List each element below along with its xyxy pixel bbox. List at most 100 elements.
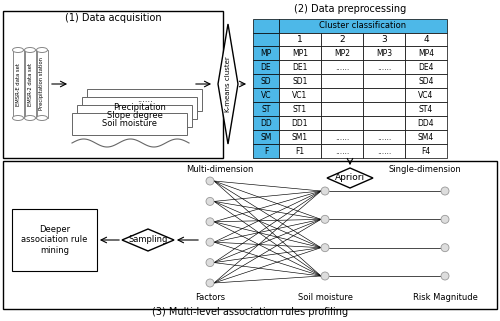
FancyBboxPatch shape — [253, 130, 279, 144]
Polygon shape — [327, 168, 373, 188]
Ellipse shape — [24, 48, 36, 53]
Text: MP3: MP3 — [376, 48, 392, 57]
Circle shape — [321, 272, 329, 280]
FancyBboxPatch shape — [405, 60, 447, 74]
FancyBboxPatch shape — [363, 116, 405, 130]
Ellipse shape — [24, 116, 36, 120]
Text: SD: SD — [260, 76, 272, 85]
Text: 3: 3 — [381, 35, 387, 44]
Text: ......: ...... — [377, 63, 391, 72]
Text: F4: F4 — [422, 146, 430, 155]
Text: ......: ...... — [377, 146, 391, 155]
FancyBboxPatch shape — [253, 46, 279, 60]
FancyBboxPatch shape — [405, 74, 447, 88]
FancyBboxPatch shape — [405, 88, 447, 102]
Text: DD4: DD4 — [418, 118, 434, 127]
Text: ST4: ST4 — [419, 105, 433, 114]
Text: F1: F1 — [296, 146, 304, 155]
FancyBboxPatch shape — [321, 74, 363, 88]
Circle shape — [206, 197, 214, 205]
Text: ST1: ST1 — [293, 105, 307, 114]
Circle shape — [206, 238, 214, 246]
Ellipse shape — [12, 48, 24, 53]
Text: EMSR-2 data set: EMSR-2 data set — [28, 63, 32, 106]
Circle shape — [441, 187, 449, 195]
FancyBboxPatch shape — [279, 116, 321, 130]
Circle shape — [441, 215, 449, 223]
FancyBboxPatch shape — [405, 102, 447, 116]
FancyBboxPatch shape — [405, 144, 447, 158]
Text: SM4: SM4 — [418, 133, 434, 142]
FancyBboxPatch shape — [405, 116, 447, 130]
FancyBboxPatch shape — [87, 89, 202, 111]
Ellipse shape — [12, 116, 24, 120]
Circle shape — [441, 244, 449, 252]
Text: Soil moisture: Soil moisture — [102, 119, 157, 128]
Text: SM: SM — [260, 133, 272, 142]
Text: EMSR-E data set: EMSR-E data set — [16, 63, 20, 106]
Text: VC1: VC1 — [292, 91, 308, 100]
FancyBboxPatch shape — [279, 19, 447, 33]
Text: (3) Multi-level association rules profiling: (3) Multi-level association rules profil… — [152, 307, 348, 317]
FancyBboxPatch shape — [363, 33, 405, 46]
Ellipse shape — [36, 116, 48, 120]
FancyBboxPatch shape — [36, 50, 48, 118]
Circle shape — [321, 244, 329, 252]
Ellipse shape — [36, 48, 48, 53]
Text: F: F — [264, 146, 268, 155]
Text: MP: MP — [260, 48, 272, 57]
FancyBboxPatch shape — [321, 102, 363, 116]
FancyBboxPatch shape — [279, 46, 321, 60]
Circle shape — [206, 177, 214, 185]
Text: 2: 2 — [339, 35, 345, 44]
FancyBboxPatch shape — [24, 50, 36, 118]
FancyBboxPatch shape — [253, 116, 279, 130]
FancyBboxPatch shape — [321, 88, 363, 102]
Text: 1: 1 — [297, 35, 303, 44]
Text: DE1: DE1 — [292, 63, 308, 72]
FancyBboxPatch shape — [253, 144, 279, 158]
FancyBboxPatch shape — [321, 144, 363, 158]
Circle shape — [206, 259, 214, 267]
Text: Deeper
association rule
mining: Deeper association rule mining — [22, 225, 88, 255]
FancyBboxPatch shape — [363, 60, 405, 74]
FancyBboxPatch shape — [253, 88, 279, 102]
Circle shape — [321, 215, 329, 223]
Text: Multi-dimension: Multi-dimension — [186, 165, 254, 174]
Polygon shape — [122, 229, 174, 251]
Text: VC: VC — [261, 91, 271, 100]
FancyBboxPatch shape — [3, 161, 497, 309]
FancyBboxPatch shape — [321, 46, 363, 60]
Text: MP2: MP2 — [334, 48, 350, 57]
FancyBboxPatch shape — [405, 46, 447, 60]
Text: MP4: MP4 — [418, 48, 434, 57]
FancyBboxPatch shape — [12, 50, 24, 118]
FancyBboxPatch shape — [405, 33, 447, 46]
Text: ......: ...... — [335, 63, 349, 72]
FancyBboxPatch shape — [363, 144, 405, 158]
Text: SD4: SD4 — [418, 76, 434, 85]
Text: MP1: MP1 — [292, 48, 308, 57]
Text: K-means cluster: K-means cluster — [225, 56, 231, 112]
Circle shape — [441, 272, 449, 280]
FancyBboxPatch shape — [321, 130, 363, 144]
FancyBboxPatch shape — [363, 74, 405, 88]
FancyBboxPatch shape — [253, 74, 279, 88]
Text: DE4: DE4 — [418, 63, 434, 72]
Text: ......: ...... — [377, 133, 391, 142]
Text: ST: ST — [262, 105, 270, 114]
Text: ......: ...... — [335, 146, 349, 155]
Text: (2) Data preprocessing: (2) Data preprocessing — [294, 4, 406, 14]
Text: Slope degree: Slope degree — [106, 111, 162, 120]
FancyBboxPatch shape — [321, 116, 363, 130]
FancyBboxPatch shape — [321, 33, 363, 46]
FancyBboxPatch shape — [253, 33, 279, 46]
Text: DD: DD — [260, 118, 272, 127]
Text: Risk Magnitude: Risk Magnitude — [412, 293, 478, 302]
Text: SM1: SM1 — [292, 133, 308, 142]
FancyBboxPatch shape — [253, 19, 279, 33]
FancyBboxPatch shape — [82, 97, 197, 119]
FancyBboxPatch shape — [279, 60, 321, 74]
FancyBboxPatch shape — [253, 102, 279, 116]
FancyBboxPatch shape — [253, 60, 279, 74]
